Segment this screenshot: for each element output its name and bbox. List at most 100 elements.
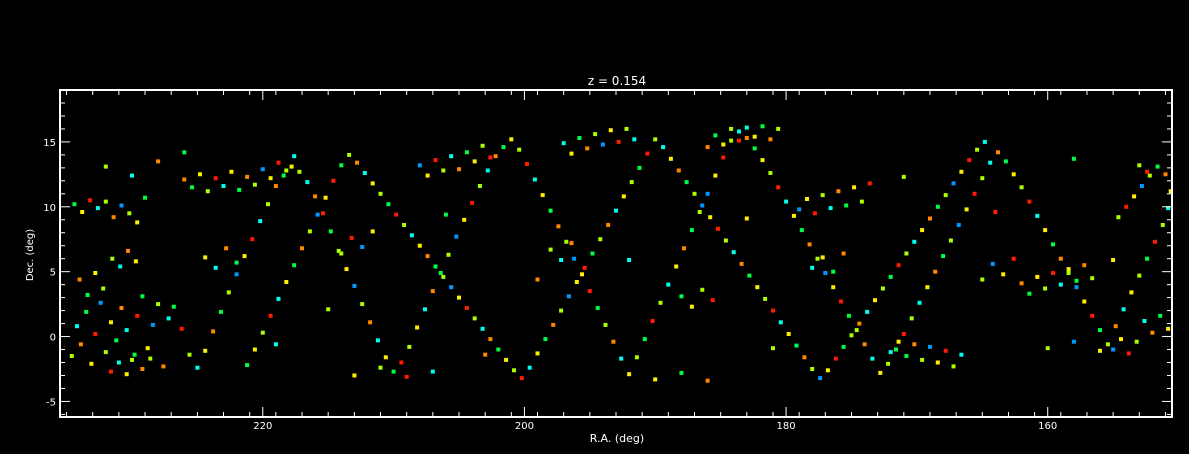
- data-point: [75, 324, 79, 329]
- data-point: [650, 319, 655, 323]
- data-point: [763, 296, 768, 301]
- data-point: [190, 185, 195, 190]
- data-point: [118, 264, 123, 269]
- data-point: [166, 316, 171, 321]
- data-point: [1045, 346, 1050, 351]
- data-point: [88, 198, 93, 203]
- data-point: [559, 308, 564, 313]
- data-point: [831, 269, 836, 274]
- data-point: [1098, 328, 1102, 333]
- data-point: [273, 342, 278, 347]
- data-point: [548, 208, 553, 213]
- data-point: [483, 352, 488, 357]
- data-point: [569, 151, 574, 156]
- data-point: [130, 173, 134, 178]
- data-point: [150, 322, 155, 327]
- data-point: [580, 272, 584, 277]
- data-point: [697, 210, 702, 214]
- data-point: [84, 309, 89, 314]
- data-point: [975, 147, 980, 152]
- data-point: [616, 139, 621, 144]
- data-point: [909, 316, 914, 321]
- data-point: [124, 328, 129, 333]
- data-point: [540, 193, 545, 198]
- data-point: [645, 151, 650, 156]
- data-point: [143, 195, 147, 200]
- data-point: [880, 286, 885, 291]
- data-point: [203, 348, 208, 353]
- data-point: [402, 223, 407, 227]
- data-point: [326, 307, 331, 312]
- data-point: [519, 376, 524, 381]
- data-point: [653, 377, 658, 382]
- data-point: [80, 210, 85, 214]
- data-point: [1027, 291, 1032, 296]
- data-point: [464, 150, 469, 155]
- data-point: [205, 189, 210, 194]
- y-tick-label: 15: [43, 138, 56, 149]
- data-point: [815, 256, 820, 261]
- data-point: [896, 339, 901, 344]
- data-point: [771, 308, 775, 313]
- data-point: [195, 365, 200, 370]
- data-point: [747, 273, 752, 278]
- data-point: [1155, 164, 1160, 169]
- data-point: [114, 338, 119, 343]
- data-point: [679, 294, 684, 299]
- data-point: [360, 302, 365, 307]
- data-point: [328, 229, 333, 234]
- data-point: [443, 212, 448, 217]
- data-point: [133, 259, 138, 264]
- data-point: [156, 159, 161, 164]
- data-point: [964, 207, 969, 212]
- data-point: [831, 285, 836, 290]
- data-point: [213, 265, 218, 270]
- data-point: [72, 202, 77, 207]
- data-point: [370, 181, 375, 186]
- data-point: [525, 162, 529, 166]
- data-point: [943, 193, 948, 198]
- data-point: [352, 373, 357, 378]
- data-point: [653, 137, 658, 142]
- data-point: [692, 191, 697, 196]
- data-point: [818, 376, 823, 381]
- data-point: [812, 211, 817, 216]
- data-point: [433, 264, 438, 269]
- data-point: [1011, 256, 1016, 261]
- data-point: [339, 251, 344, 256]
- data-point: [512, 368, 516, 373]
- data-point: [668, 156, 673, 161]
- data-point: [284, 280, 289, 284]
- data-point: [593, 132, 598, 137]
- data-point: [404, 374, 409, 379]
- data-point: [744, 136, 749, 140]
- data-point: [1098, 348, 1102, 353]
- data-point: [362, 171, 367, 175]
- data-point: [841, 251, 846, 256]
- data-point: [802, 355, 807, 360]
- data-point: [723, 238, 728, 243]
- data-point: [89, 361, 94, 366]
- data-point: [140, 367, 145, 371]
- data-point: [454, 234, 459, 239]
- data-point: [370, 229, 375, 234]
- data-point: [928, 344, 932, 349]
- data-point: [768, 171, 773, 175]
- data-point: [1082, 299, 1087, 304]
- data-point: [457, 295, 461, 300]
- data-point: [852, 185, 857, 190]
- data-point: [509, 137, 514, 142]
- data-point: [1111, 258, 1116, 262]
- data-point: [171, 304, 176, 309]
- data-point: [281, 173, 286, 178]
- data-point: [462, 217, 467, 222]
- data-point: [493, 154, 498, 159]
- data-point: [716, 226, 720, 231]
- data-point: [472, 159, 477, 164]
- data-point: [689, 228, 694, 233]
- data-point: [841, 344, 846, 349]
- data-point: [1043, 286, 1048, 291]
- data-point: [867, 181, 872, 186]
- data-point: [912, 239, 917, 244]
